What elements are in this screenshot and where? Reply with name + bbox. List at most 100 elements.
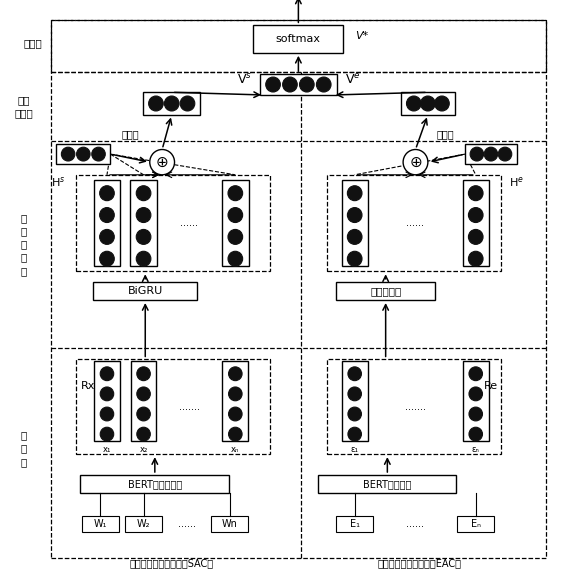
Bar xyxy=(337,516,373,532)
Text: ......: ...... xyxy=(406,519,424,530)
Text: .......: ....... xyxy=(179,402,200,412)
Bar xyxy=(222,361,248,441)
Circle shape xyxy=(498,147,512,161)
Text: Re: Re xyxy=(484,381,498,391)
Bar xyxy=(81,475,230,493)
Circle shape xyxy=(435,96,449,111)
Text: 注意力: 注意力 xyxy=(436,129,454,139)
Text: x₁: x₁ xyxy=(103,445,111,454)
Bar xyxy=(211,516,248,532)
Circle shape xyxy=(347,251,362,266)
Circle shape xyxy=(180,96,195,111)
Circle shape xyxy=(348,387,361,401)
Text: ......: ...... xyxy=(178,519,195,530)
Circle shape xyxy=(100,387,114,401)
Circle shape xyxy=(468,251,483,266)
Circle shape xyxy=(469,427,482,441)
Text: x₂: x₂ xyxy=(140,445,148,454)
Bar xyxy=(51,20,546,558)
Bar xyxy=(463,180,489,266)
Bar xyxy=(56,144,110,164)
Circle shape xyxy=(347,229,362,244)
Text: E₁: E₁ xyxy=(350,519,360,530)
Bar xyxy=(82,516,118,532)
Text: .......: ....... xyxy=(405,402,426,412)
Circle shape xyxy=(229,407,242,421)
Circle shape xyxy=(484,147,498,161)
Bar xyxy=(465,144,517,164)
Text: 输
入
层: 输 入 层 xyxy=(20,430,27,467)
Text: εₙ: εₙ xyxy=(472,445,480,454)
Circle shape xyxy=(469,367,482,381)
Circle shape xyxy=(316,77,331,92)
Bar xyxy=(337,282,435,300)
Text: ε₁: ε₁ xyxy=(351,445,359,454)
Circle shape xyxy=(229,387,242,401)
Bar xyxy=(94,180,120,266)
Bar xyxy=(253,25,343,53)
Text: ⊕: ⊕ xyxy=(409,155,422,170)
Circle shape xyxy=(136,251,151,266)
Circle shape xyxy=(348,367,361,381)
Circle shape xyxy=(468,186,483,201)
Circle shape xyxy=(228,229,243,244)
Circle shape xyxy=(100,367,114,381)
Text: V*: V* xyxy=(355,31,368,41)
Circle shape xyxy=(164,96,179,111)
Circle shape xyxy=(469,387,482,401)
Circle shape xyxy=(228,186,243,201)
Text: 语义信息注意力通道（SAC）: 语义信息注意力通道（SAC） xyxy=(129,558,214,568)
Circle shape xyxy=(266,77,280,92)
Text: 情感信息注意力通道（EAC）: 情感信息注意力通道（EAC） xyxy=(377,558,462,568)
Circle shape xyxy=(406,96,421,111)
Circle shape xyxy=(136,186,151,201)
Circle shape xyxy=(469,407,482,421)
Circle shape xyxy=(347,208,362,223)
Circle shape xyxy=(137,387,150,401)
Circle shape xyxy=(100,186,114,201)
Text: ⊕: ⊕ xyxy=(156,155,168,170)
Bar xyxy=(342,361,368,441)
Bar xyxy=(222,180,248,266)
Text: Eₙ: Eₙ xyxy=(471,519,481,530)
Bar xyxy=(327,175,501,271)
Circle shape xyxy=(228,208,243,223)
Circle shape xyxy=(470,147,484,161)
Text: 信
息
提
取
层: 信 息 提 取 层 xyxy=(20,213,27,276)
Circle shape xyxy=(100,427,114,441)
Circle shape xyxy=(92,147,105,161)
Text: BERT预测模型: BERT预测模型 xyxy=(363,479,412,489)
Circle shape xyxy=(347,186,362,201)
Circle shape xyxy=(229,367,242,381)
Text: 全连接网络: 全连接网络 xyxy=(370,286,401,296)
Circle shape xyxy=(100,407,114,421)
Circle shape xyxy=(421,96,435,111)
Bar xyxy=(93,282,198,300)
Circle shape xyxy=(136,229,151,244)
Circle shape xyxy=(348,407,361,421)
Text: xₙ: xₙ xyxy=(231,445,239,454)
Bar xyxy=(51,20,546,72)
Circle shape xyxy=(100,251,114,266)
Circle shape xyxy=(100,229,114,244)
Bar xyxy=(342,180,368,266)
Circle shape xyxy=(348,427,361,441)
Circle shape xyxy=(468,229,483,244)
Text: W₂: W₂ xyxy=(137,519,150,530)
Circle shape xyxy=(300,77,314,92)
Text: BERT预训练模型: BERT预训练模型 xyxy=(128,479,182,489)
Circle shape xyxy=(137,367,150,381)
Circle shape xyxy=(403,150,428,175)
Bar xyxy=(125,516,162,532)
Bar xyxy=(143,92,200,115)
Bar xyxy=(457,516,494,532)
Circle shape xyxy=(137,427,150,441)
Bar xyxy=(131,180,157,266)
Circle shape xyxy=(61,147,75,161)
Circle shape xyxy=(136,208,151,223)
Text: softmax: softmax xyxy=(276,34,321,44)
Circle shape xyxy=(229,427,242,441)
Bar xyxy=(94,361,120,441)
Text: W₁: W₁ xyxy=(93,519,107,530)
Text: 输出层: 输出层 xyxy=(23,38,42,48)
